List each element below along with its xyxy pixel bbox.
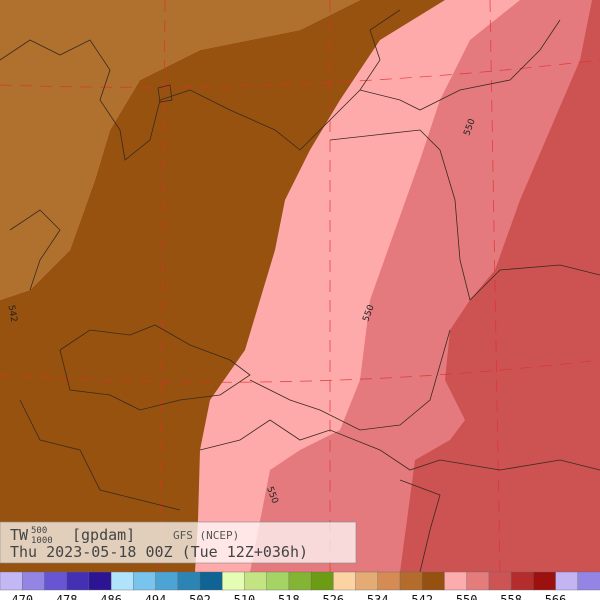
colorbar-swatch	[555, 571, 579, 591]
variable-name: TW	[10, 526, 29, 544]
colorbar-swatch	[488, 571, 512, 591]
colorbar-swatch	[444, 571, 468, 591]
field-light-brown	[0, 0, 360, 300]
grid-lines	[0, 0, 600, 573]
colorbar-label: 510	[234, 593, 256, 600]
colorbar-swatch	[110, 571, 135, 591]
colorbar-label: 534	[367, 593, 389, 600]
colorbar-label: 502	[189, 593, 211, 600]
colorbar-swatch	[466, 571, 490, 591]
colorbar-swatch	[310, 571, 335, 591]
colorbar-swatch	[266, 571, 290, 591]
lower-level: 1000	[31, 536, 53, 546]
colorbar-swatch	[177, 571, 201, 591]
valid-time: Thu 2023-05-18 00Z (Tue 12Z+036h)	[10, 543, 308, 561]
colorbar-label: 526	[322, 593, 344, 600]
colorbar-swatch	[355, 571, 379, 591]
colorbar-swatch	[155, 571, 179, 591]
colorbar-swatch	[66, 571, 90, 591]
colorbar-label: 494	[145, 593, 167, 600]
colorbar-label: 486	[100, 593, 122, 600]
colorbar-swatch	[0, 571, 23, 591]
colorbar-label: 566	[545, 593, 567, 600]
colorbar-label: 550	[456, 593, 478, 600]
colorbar-swatch	[333, 571, 357, 591]
colorbar: 470 478 486 494 502 510 518 526 534 542 550 558 566	[0, 571, 600, 600]
colorbar-label: 470	[11, 593, 33, 600]
colorbar-label: 478	[56, 593, 78, 600]
unit: [gpdam]	[72, 526, 135, 544]
field-red	[400, 0, 600, 572]
model-name: GFS (NCEP)	[173, 529, 239, 542]
info-box-background	[0, 521, 357, 564]
colorbar-swatch	[377, 571, 401, 591]
colorbar-swatch	[22, 571, 46, 591]
colorbar-swatch	[399, 571, 423, 591]
colorbar-swatch	[288, 571, 312, 591]
colorbar-swatch	[244, 571, 268, 591]
colorbar-swatch	[199, 571, 223, 591]
colorbar-label: 542	[411, 593, 433, 600]
colorbar-swatch	[88, 571, 112, 591]
contour-label: 542	[6, 304, 19, 323]
info-box: TW 500 1000 [gpdam] GFS (NCEP) Thu 2023-…	[0, 521, 357, 564]
colorbar-swatch	[422, 571, 446, 591]
colorbar-swatch	[533, 571, 557, 591]
colorbar-label: 558	[500, 593, 522, 600]
colorbar-swatch	[44, 571, 68, 591]
colorbar-swatch	[577, 571, 600, 591]
colorbar-swatch	[222, 571, 246, 591]
colorbar-swatch	[133, 571, 157, 591]
upper-level: 500	[31, 526, 47, 536]
colorbar-swatch	[510, 571, 535, 591]
country-borders	[0, 9, 600, 573]
colorbar-label: 518	[278, 593, 300, 600]
